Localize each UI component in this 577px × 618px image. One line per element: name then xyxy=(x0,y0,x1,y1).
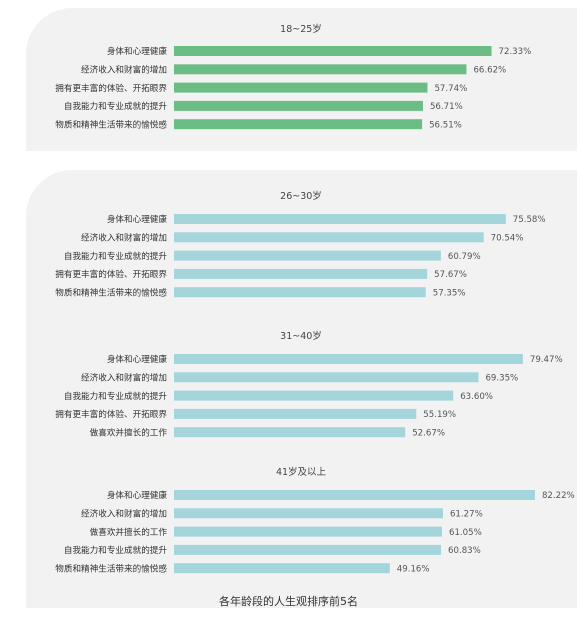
category-label: 拥有更丰富的体验、开拓眼界 xyxy=(55,408,167,420)
value-label: 56.71% xyxy=(430,102,463,112)
category-label: 身体和心理健康 xyxy=(107,489,168,501)
category-label: 自我能力和专业成就的提升 xyxy=(64,100,168,112)
bar xyxy=(174,508,443,519)
value-label: 63.60% xyxy=(460,392,493,402)
value-label: 61.27% xyxy=(450,510,483,520)
value-label: 55.19% xyxy=(423,410,456,420)
category-label: 物质和精神生活带来的愉悦感 xyxy=(55,562,167,574)
bar xyxy=(174,390,454,401)
group-title: 41岁及以上 xyxy=(276,466,327,478)
category-label: 做喜欢并擅长的工作 xyxy=(90,526,168,538)
chart-caption: 各年龄段的人生观排序前5名 xyxy=(219,595,358,608)
bar xyxy=(174,354,523,364)
category-label: 物质和精神生活带来的愉悦感 xyxy=(55,118,167,130)
category-label: 自我能力和专业成就的提升 xyxy=(64,250,168,262)
bar xyxy=(174,119,423,130)
bar xyxy=(174,64,467,75)
value-label: 57.74% xyxy=(434,84,467,94)
category-label: 身体和心理健康 xyxy=(107,353,168,365)
bar xyxy=(174,100,423,111)
category-label: 身体和心理健康 xyxy=(107,213,168,225)
value-label: 52.67% xyxy=(412,428,445,438)
value-label: 70.54% xyxy=(491,234,524,244)
bar xyxy=(174,214,506,224)
value-label: 66.62% xyxy=(473,66,506,76)
bar xyxy=(174,287,426,298)
category-label: 拥有更丰富的体验、开拓眼界 xyxy=(55,82,167,94)
bar xyxy=(174,427,406,438)
bar xyxy=(174,526,443,537)
value-label: 82.22% xyxy=(542,491,575,501)
bar xyxy=(174,490,535,500)
bar xyxy=(174,82,428,93)
bar xyxy=(174,232,484,243)
category-label: 经济收入和财富的增加 xyxy=(81,508,167,520)
category-label: 自我能力和专业成就的提升 xyxy=(64,544,168,556)
value-label: 69.35% xyxy=(485,374,518,384)
value-label: 49.16% xyxy=(397,564,430,574)
bar xyxy=(174,544,442,555)
value-label: 57.35% xyxy=(433,288,466,298)
value-label: 72.33% xyxy=(499,47,532,57)
bar xyxy=(174,268,428,279)
group-title: 26~30岁 xyxy=(280,190,322,202)
value-label: 61.05% xyxy=(449,528,482,538)
value-label: 56.51% xyxy=(429,120,462,130)
bar xyxy=(174,408,417,419)
category-label: 经济收入和财富的增加 xyxy=(81,372,167,384)
category-label: 物质和精神生活带来的愉悦感 xyxy=(55,286,167,298)
group-title: 31~40岁 xyxy=(280,330,322,342)
bar xyxy=(174,563,390,574)
category-label: 自我能力和专业成就的提升 xyxy=(64,390,168,402)
bar xyxy=(174,372,479,383)
category-label: 身体和心理健康 xyxy=(107,45,168,57)
value-label: 60.79% xyxy=(448,252,481,262)
value-label: 75.58% xyxy=(513,215,546,225)
value-label: 79.47% xyxy=(530,355,563,365)
bar xyxy=(174,46,492,56)
value-label: 60.83% xyxy=(448,546,481,556)
category-label: 经济收入和财富的增加 xyxy=(81,64,167,76)
bar xyxy=(174,250,441,261)
value-label: 57.67% xyxy=(434,270,467,280)
category-label: 做喜欢并擅长的工作 xyxy=(90,426,168,438)
group-title: 18~25岁 xyxy=(280,23,322,35)
category-label: 经济收入和财富的增加 xyxy=(81,232,167,244)
category-label: 拥有更丰富的体验、开拓眼界 xyxy=(55,268,167,280)
